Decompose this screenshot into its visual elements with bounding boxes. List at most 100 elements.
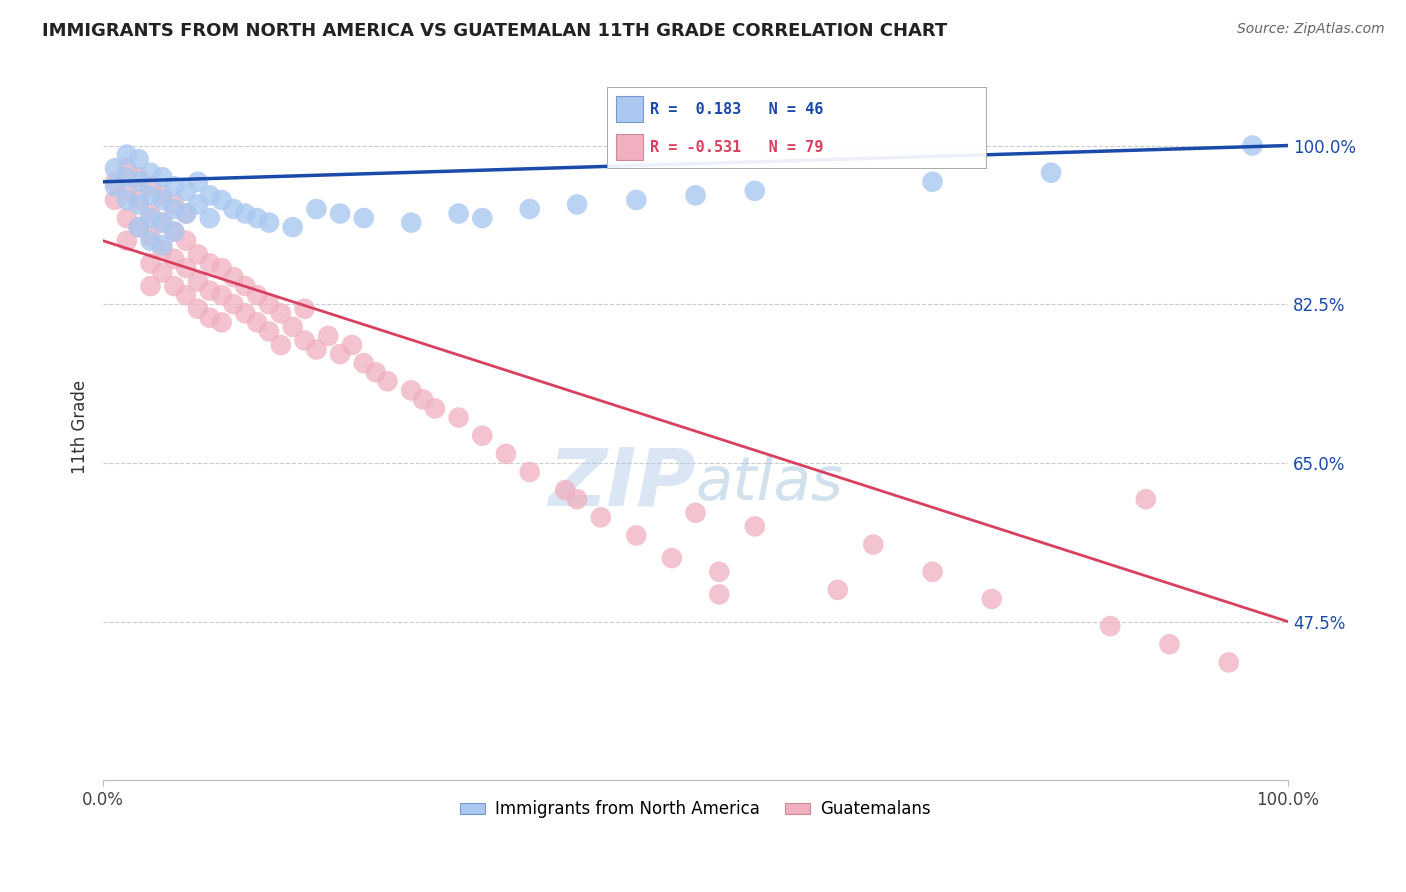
Point: [281, 220, 304, 235]
Point: [519, 202, 541, 216]
Point: [980, 591, 1002, 606]
Point: [163, 197, 186, 211]
Point: [364, 365, 387, 379]
Point: [104, 179, 127, 194]
Point: [340, 338, 363, 352]
Point: [1040, 166, 1063, 180]
Point: [211, 193, 233, 207]
Point: [198, 284, 221, 298]
Point: [1218, 656, 1240, 670]
Point: [305, 343, 328, 357]
Point: [150, 170, 173, 185]
Point: [554, 483, 576, 497]
Point: [329, 206, 352, 220]
Point: [150, 238, 173, 252]
Point: [128, 220, 150, 235]
Point: [139, 179, 162, 194]
Point: [150, 193, 173, 207]
Point: [246, 288, 269, 302]
Point: [685, 506, 707, 520]
Point: [709, 587, 731, 601]
Point: [187, 247, 209, 261]
Point: [921, 175, 943, 189]
Text: ZIP: ZIP: [548, 444, 696, 522]
Point: [128, 220, 150, 235]
Point: [104, 175, 127, 189]
Point: [211, 315, 233, 329]
Point: [150, 243, 173, 257]
Point: [270, 338, 292, 352]
Point: [174, 234, 197, 248]
Point: [495, 447, 517, 461]
Legend: Immigrants from North America, Guatemalans: Immigrants from North America, Guatemala…: [454, 794, 938, 825]
Point: [163, 202, 186, 216]
Point: [257, 325, 280, 339]
Point: [150, 188, 173, 202]
Point: [709, 565, 731, 579]
Point: [257, 216, 280, 230]
Point: [294, 334, 316, 348]
Point: [565, 197, 588, 211]
Point: [174, 206, 197, 220]
Point: [174, 206, 197, 220]
Point: [222, 297, 245, 311]
Point: [399, 216, 422, 230]
Point: [377, 374, 399, 388]
Point: [128, 170, 150, 185]
Point: [281, 319, 304, 334]
Point: [827, 582, 849, 597]
Point: [447, 410, 470, 425]
Point: [353, 211, 375, 225]
Point: [187, 197, 209, 211]
Point: [626, 528, 648, 542]
Point: [423, 401, 446, 416]
Text: atlas: atlas: [696, 454, 844, 513]
Point: [921, 565, 943, 579]
Point: [471, 211, 494, 225]
Point: [174, 260, 197, 275]
Point: [139, 256, 162, 270]
Point: [233, 279, 256, 293]
Point: [163, 179, 186, 194]
Point: [150, 216, 173, 230]
Point: [115, 184, 138, 198]
Point: [115, 234, 138, 248]
Point: [104, 193, 127, 207]
Point: [661, 551, 683, 566]
Point: [222, 270, 245, 285]
Point: [139, 211, 162, 225]
Point: [222, 202, 245, 216]
Point: [589, 510, 612, 524]
Point: [115, 161, 138, 176]
Point: [211, 288, 233, 302]
Point: [447, 206, 470, 220]
Point: [128, 175, 150, 189]
Point: [519, 465, 541, 479]
Point: [174, 184, 197, 198]
Point: [163, 279, 186, 293]
Point: [1135, 492, 1157, 507]
Point: [329, 347, 352, 361]
Point: [104, 161, 127, 176]
Point: [139, 229, 162, 244]
Point: [305, 202, 328, 216]
Point: [211, 260, 233, 275]
Point: [187, 275, 209, 289]
Point: [128, 152, 150, 166]
Text: Source: ZipAtlas.com: Source: ZipAtlas.com: [1237, 22, 1385, 37]
Point: [139, 188, 162, 202]
Y-axis label: 11th Grade: 11th Grade: [72, 380, 89, 474]
Point: [139, 279, 162, 293]
Point: [1159, 637, 1181, 651]
Point: [257, 297, 280, 311]
Point: [115, 170, 138, 185]
Point: [353, 356, 375, 370]
Point: [163, 225, 186, 239]
Point: [139, 206, 162, 220]
Point: [294, 301, 316, 316]
Point: [1099, 619, 1122, 633]
Point: [187, 175, 209, 189]
Point: [198, 211, 221, 225]
Point: [246, 211, 269, 225]
Point: [246, 315, 269, 329]
